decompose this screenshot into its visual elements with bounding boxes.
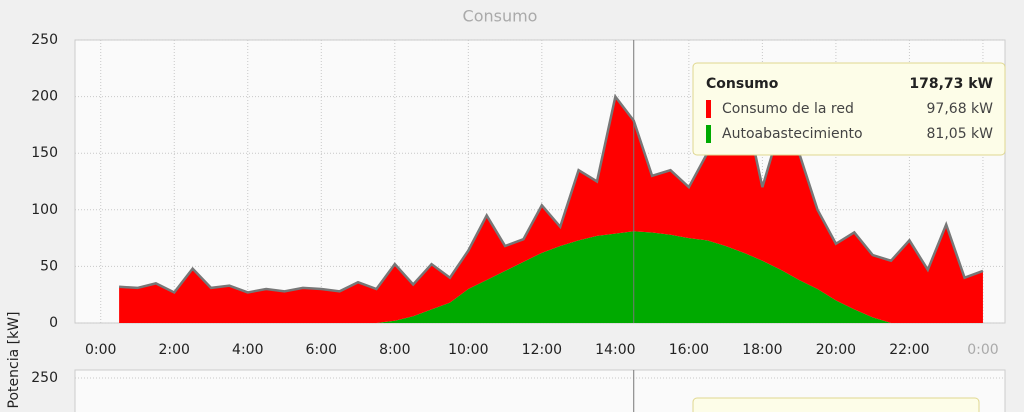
lower-tooltip-box (692, 397, 980, 412)
y-axis-label: Potencia [kW] (6, 312, 22, 409)
tooltip-title: Consumo (706, 76, 779, 92)
tooltip-total: 178,73 kW (909, 76, 993, 92)
y-tick-label: 0 (49, 315, 58, 331)
y-tick-label: 250 (31, 370, 58, 386)
x-tick-label: 16:00 (669, 342, 709, 358)
tooltip-swatch (706, 125, 711, 143)
tooltip-swatch (706, 100, 711, 118)
x-tick-label: 0:00 (967, 342, 998, 358)
area-outline (119, 93, 984, 295)
y-tick-label: 250 (31, 32, 58, 48)
x-tick-label: 22:00 (889, 342, 929, 358)
x-tick-label: 4:00 (232, 342, 263, 358)
area (119, 231, 983, 323)
x-tick-label: 14:00 (595, 342, 635, 358)
x-tick-label: 10:00 (448, 342, 488, 358)
y-tick-label: 50 (40, 258, 58, 274)
tooltip-series-name: Consumo de la red (722, 101, 854, 117)
x-tick-label: 12:00 (522, 342, 562, 358)
x-tick-label: 2:00 (159, 342, 190, 358)
x-tick-label: 8:00 (379, 342, 410, 358)
x-tick-label: 20:00 (816, 342, 856, 358)
tooltip-value: 97,68 kW (927, 101, 994, 117)
y-tick-label: 150 (31, 145, 58, 161)
x-tick-label: 18:00 (742, 342, 782, 358)
tooltip-box (692, 62, 1006, 156)
chart-title: Consumo (463, 7, 538, 26)
tooltip-series-name: Autoabastecimiento (722, 126, 863, 142)
x-tick-label: 6:00 (306, 342, 337, 358)
area (119, 96, 983, 323)
y-tick-label: 200 (31, 89, 58, 105)
x-tick-label: 0:00 (85, 342, 116, 358)
y-tick-label: 100 (31, 202, 58, 218)
tooltip-value: 81,05 kW (927, 126, 994, 142)
